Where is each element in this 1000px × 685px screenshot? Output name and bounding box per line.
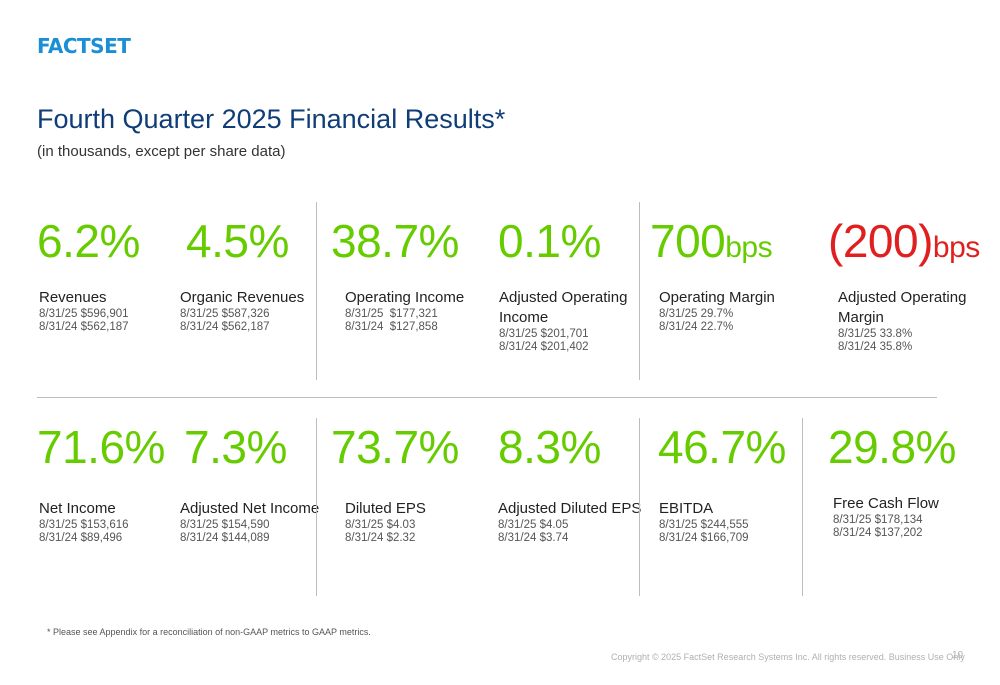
metric-value: 29.8% bbox=[828, 421, 956, 473]
metric-label: EBITDA bbox=[659, 500, 714, 517]
metric-adjusted-net-income: 7.3% Adjusted Net Income 8/31/25 $154,59… bbox=[180, 421, 319, 544]
divider-vertical bbox=[639, 418, 640, 596]
metric-label: Adjusted Operating Margin bbox=[838, 289, 967, 326]
metric-label: Adjusted Diluted EPS bbox=[498, 500, 642, 517]
metric-current-value: 8/31/25 $153,616 bbox=[39, 519, 129, 531]
metric-label-block: Net Income 8/31/25 $153,616 8/31/24 $89,… bbox=[39, 499, 189, 545]
metric-free-cash-flow: 29.8% Free Cash Flow 8/31/25 $178,134 8/… bbox=[828, 421, 956, 539]
metric-value: 8.3% bbox=[498, 421, 601, 473]
metric-prior-value: 8/31/24 $2.32 bbox=[345, 532, 416, 544]
metric-label: Diluted EPS bbox=[345, 500, 426, 517]
metric-current-value: 8/31/25 $244,555 bbox=[659, 519, 749, 531]
metric-value: 71.6% bbox=[37, 421, 165, 473]
metric-label-block: Adjusted Diluted EPS 8/31/25 $4.05 8/31/… bbox=[498, 499, 648, 545]
page-title: Fourth Quarter 2025 Financial Results* bbox=[37, 104, 506, 134]
metric-adjusted-operating-income: 0.1% Adjusted Operating Income 8/31/25 $… bbox=[498, 215, 627, 353]
metric-value: 4.5% bbox=[186, 215, 289, 267]
factset-logo: FACTSET bbox=[37, 34, 131, 58]
metric-value: 700bps bbox=[650, 215, 773, 267]
metric-current-value: 8/31/25 $587,326 bbox=[180, 308, 270, 320]
metric-current-value: 8/31/25 $178,134 bbox=[833, 514, 923, 526]
metric-current-value: 8/31/25 $596,901 bbox=[39, 308, 129, 320]
metric-current-value: 8/31/25 33.8% bbox=[838, 328, 913, 340]
metric-label: Revenues bbox=[39, 289, 107, 306]
metric-current-value: 8/31/25 $4.05 bbox=[498, 519, 569, 531]
metric-adjusted-operating-margin: (200)bps Adjusted Operating Margin 8/31/… bbox=[828, 215, 980, 353]
metric-label: Net Income bbox=[39, 500, 116, 517]
metric-revenues: 6.2% Revenues 8/31/25 $596,901 8/31/24 $… bbox=[37, 215, 140, 333]
divider-vertical bbox=[316, 202, 317, 380]
metric-operating-margin: 700bps Operating Margin 8/31/25 29.7% 8/… bbox=[650, 215, 775, 333]
metric-prior-value: 8/31/24 $144,089 bbox=[180, 532, 270, 544]
metric-value: 0.1% bbox=[498, 215, 601, 267]
divider-vertical bbox=[316, 418, 317, 596]
metric-label-block: Diluted EPS 8/31/25 $4.03 8/31/24 $2.32 bbox=[345, 499, 495, 545]
metric-ebitda: 46.7% EBITDA 8/31/25 $244,555 8/31/24 $1… bbox=[658, 421, 786, 544]
metric-value: 38.7% bbox=[331, 215, 459, 267]
metric-prior-value: 8/31/24 $562,187 bbox=[39, 321, 129, 333]
page-subtitle: (in thousands, except per share data) bbox=[37, 143, 286, 160]
metric-label-block: EBITDA 8/31/25 $244,555 8/31/24 $166,709 bbox=[659, 499, 809, 545]
metric-current-value: 8/31/25 29.7% bbox=[659, 308, 734, 320]
page-number: 10 bbox=[952, 650, 964, 661]
metric-value: 73.7% bbox=[331, 421, 459, 473]
divider-vertical bbox=[639, 202, 640, 380]
metric-organic-revenues: 4.5% Organic Revenues 8/31/25 $587,326 8… bbox=[180, 215, 304, 333]
metric-label-block: Organic Revenues 8/31/25 $587,326 8/31/2… bbox=[180, 288, 330, 334]
metric-diluted-eps: 73.7% Diluted EPS 8/31/25 $4.03 8/31/24 … bbox=[331, 421, 459, 544]
metric-label-block: Operating Margin 8/31/25 29.7% 8/31/24 2… bbox=[659, 288, 809, 334]
metric-prior-value: 8/31/24 $3.74 bbox=[498, 532, 569, 544]
metric-label-block: Adjusted Operating Margin 8/31/25 33.8% … bbox=[838, 288, 968, 354]
metric-prior-value: 8/31/24 $127,858 bbox=[345, 321, 438, 333]
metric-prior-value: 8/31/24 35.8% bbox=[838, 341, 913, 353]
metric-current-value: 8/31/25 $4.03 bbox=[345, 519, 416, 531]
metric-label: Operating Income bbox=[345, 289, 465, 306]
footnote: * Please see Appendix for a reconciliati… bbox=[47, 627, 371, 637]
metric-prior-value: 8/31/24 $562,187 bbox=[180, 321, 270, 333]
metric-prior-value: 8/31/24 22.7% bbox=[659, 321, 734, 333]
metric-prior-value: 8/31/24 $137,202 bbox=[833, 527, 923, 539]
metric-label: Free Cash Flow bbox=[833, 495, 939, 512]
divider-horizontal bbox=[37, 397, 937, 398]
metric-label-block: Revenues 8/31/25 $596,901 8/31/24 $562,1… bbox=[39, 288, 189, 334]
metric-prior-value: 8/31/24 $166,709 bbox=[659, 532, 749, 544]
metric-label-block: Operating Income 8/31/25 $177,321 8/31/2… bbox=[345, 288, 495, 334]
metric-operating-income: 38.7% Operating Income 8/31/25 $177,321 … bbox=[331, 215, 464, 333]
metric-value: (200)bps bbox=[828, 215, 980, 267]
metric-current-value: 8/31/25 $201,701 bbox=[499, 328, 589, 340]
metric-prior-value: 8/31/24 $89,496 bbox=[39, 532, 123, 544]
metric-value: 46.7% bbox=[658, 421, 786, 473]
metric-label: Adjusted Net Income bbox=[180, 500, 320, 517]
metric-label: Adjusted Operating Income bbox=[499, 289, 628, 326]
metric-label-block: Adjusted Operating Income 8/31/25 $201,7… bbox=[499, 288, 629, 354]
metric-value: 6.2% bbox=[37, 215, 140, 267]
metric-net-income: 71.6% Net Income 8/31/25 $153,616 8/31/2… bbox=[37, 421, 165, 544]
metric-adjusted-diluted-eps: 8.3% Adjusted Diluted EPS 8/31/25 $4.05 … bbox=[498, 421, 641, 544]
metric-current-value: 8/31/25 $154,590 bbox=[180, 519, 270, 531]
metric-prior-value: 8/31/24 $201,402 bbox=[499, 341, 589, 353]
metric-value: 7.3% bbox=[184, 421, 287, 473]
metric-current-value: 8/31/25 $177,321 bbox=[345, 308, 438, 320]
metric-label-block: Adjusted Net Income 8/31/25 $154,590 8/3… bbox=[180, 499, 330, 545]
copyright: Copyright © 2025 FactSet Research System… bbox=[611, 652, 965, 662]
metric-label-block: Free Cash Flow 8/31/25 $178,134 8/31/24 … bbox=[833, 494, 983, 540]
divider-vertical bbox=[802, 418, 803, 596]
metric-label: Operating Margin bbox=[659, 289, 775, 306]
metric-label: Organic Revenues bbox=[180, 289, 305, 306]
